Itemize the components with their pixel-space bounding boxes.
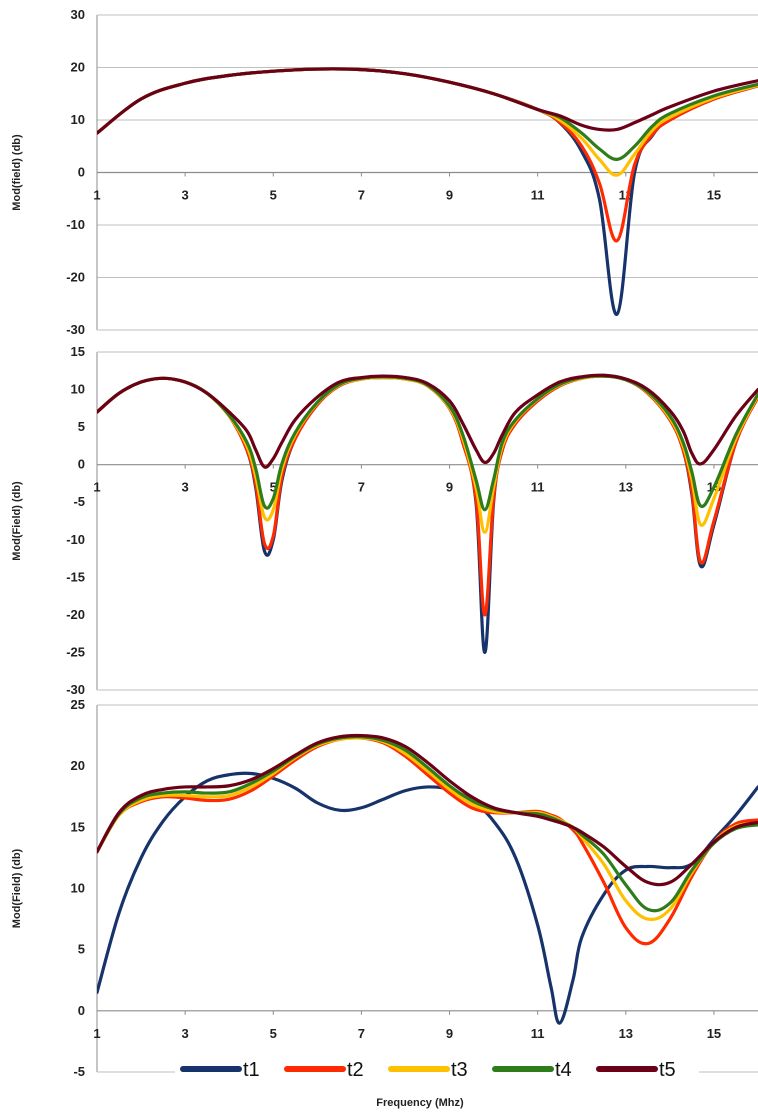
series-line-t2	[97, 67, 758, 243]
x-tick-label: 3	[182, 480, 189, 495]
x-tick-label: 3	[182, 188, 189, 203]
x-tick-label: 5	[270, 188, 277, 203]
y-tick-label: 20	[71, 758, 85, 773]
y-tick-label: -30	[66, 322, 85, 337]
series-line-t2	[97, 374, 758, 617]
x-tick-label: 1	[93, 480, 100, 495]
series-line-t5	[97, 67, 758, 135]
y-tick-label: -25	[66, 644, 85, 659]
legend: t1 t2 t3 t4 t5	[175, 1053, 699, 1083]
y-tick-label: 15	[71, 344, 85, 359]
y-tick-label: 10	[71, 881, 85, 896]
series-line-t1	[97, 771, 758, 1025]
y-tick-label: -5	[73, 1064, 85, 1079]
legend-label-t1: t1	[243, 1059, 260, 1081]
y-tick-label: 25	[71, 697, 85, 712]
x-tick-label: 15	[707, 188, 721, 203]
y-tick-label: -10	[66, 532, 85, 547]
series-line-t4	[97, 67, 758, 161]
y-tick-label: 5	[78, 942, 85, 957]
series-line-t2	[97, 736, 758, 946]
y-tick-label: 0	[78, 1003, 85, 1018]
legend-label-t2: t2	[347, 1059, 364, 1081]
x-tick-label: 11	[531, 188, 545, 203]
x-tick-label: 11	[531, 480, 545, 495]
x-tick-label: 13	[619, 1026, 633, 1041]
y-tick-label: 0	[78, 457, 85, 472]
series-line-t4	[97, 374, 758, 512]
y-tick-label: 20	[71, 60, 85, 75]
y-tick-label: 0	[78, 165, 85, 180]
x-tick-label: 7	[358, 1026, 365, 1041]
x-tick-label: 9	[446, 188, 453, 203]
y-tick-label: -20	[66, 607, 85, 622]
y-tick-label: -20	[66, 270, 85, 285]
x-tick-label: 7	[358, 480, 365, 495]
series-line-t4	[97, 735, 758, 913]
x-tick-label: 3	[182, 1026, 189, 1041]
y-axis-label: Mod(field) (db)	[11, 134, 23, 211]
x-tick-label: 5	[270, 1026, 277, 1041]
x-tick-label: 9	[446, 480, 453, 495]
y-axis-label: Mod(Field) (db)	[11, 848, 23, 928]
y-tick-label: 5	[78, 419, 85, 434]
series-lines	[97, 67, 758, 316]
x-tick-label: 9	[446, 1026, 453, 1041]
y-tick-label: -15	[66, 569, 85, 584]
series-line-t3	[97, 736, 758, 922]
x-tick-label: 1	[93, 1026, 100, 1041]
x-tick-label: 15	[707, 1026, 721, 1041]
x-axis-label: Frequency (Mhz)	[376, 1097, 464, 1109]
x-tick-label: 1	[93, 188, 100, 203]
y-tick-label: 30	[71, 7, 85, 22]
legend-label-t4: t4	[555, 1059, 572, 1081]
series-lines	[97, 373, 758, 655]
series-line-t1	[97, 374, 758, 655]
legend-label-t3: t3	[451, 1059, 468, 1081]
y-tick-label: 10	[71, 382, 85, 397]
y-axis-label: Mod(Field) (db)	[11, 481, 23, 561]
y-tick-label: -10	[66, 217, 85, 232]
y-tick-label: -30	[66, 682, 85, 697]
x-tick-label: 11	[531, 1026, 545, 1041]
series-line-t5	[97, 733, 758, 887]
series-line-t5	[97, 373, 758, 469]
legend-label-t5: t5	[659, 1059, 676, 1081]
y-tick-label: -5	[73, 494, 85, 509]
y-tick-label: 10	[71, 112, 85, 127]
x-tick-label: 13	[619, 480, 633, 495]
x-tick-label: 5	[270, 480, 277, 495]
x-tick-label: 7	[358, 188, 365, 203]
series-lines	[97, 733, 758, 1025]
y-tick-label: 15	[71, 819, 85, 834]
